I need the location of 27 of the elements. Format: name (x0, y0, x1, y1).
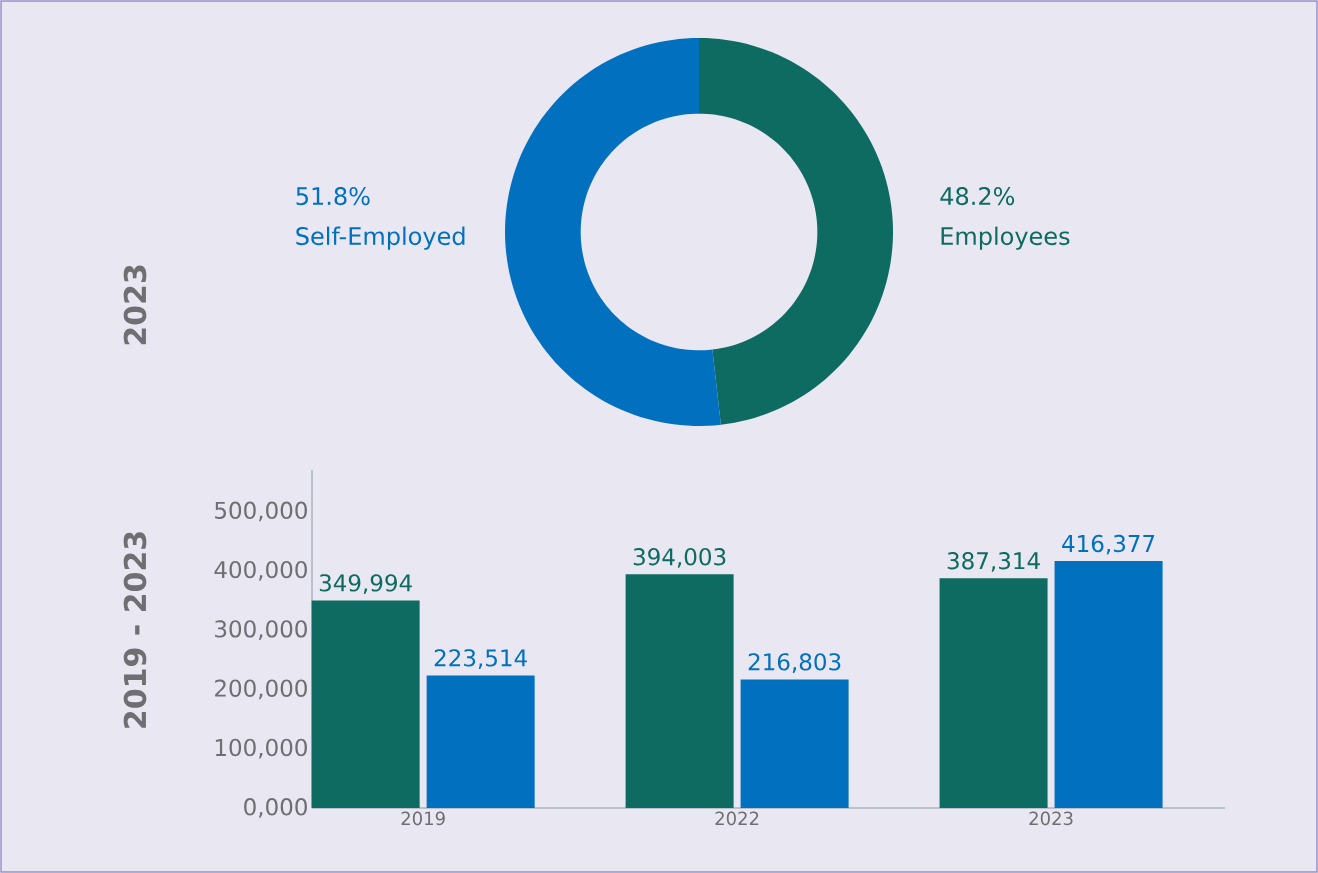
y-tick-label: 400,000 (214, 560, 307, 581)
y-tick-label: 0,000 (244, 798, 307, 818)
data-label: 416,377 (1062, 534, 1155, 555)
bar (625, 574, 734, 808)
slice-label: Employees (941, 226, 1070, 250)
x-tick-label: 2023 (1029, 811, 1073, 826)
y-tick-label: 100,000 (215, 738, 307, 759)
bar (740, 679, 849, 808)
bar (939, 578, 1048, 808)
y-tick-label: 200,000 (215, 679, 307, 700)
y-tick-label: 500,000 (215, 501, 307, 522)
data-label: 394,003 (633, 548, 726, 568)
data-label: 48.2% (940, 187, 1015, 206)
x-tick-label: 2019 (401, 811, 445, 826)
bar (1054, 561, 1163, 808)
bar (426, 675, 535, 808)
data-label: 216,803 (748, 653, 841, 673)
data-label: 51.8% (296, 187, 370, 206)
y-axis-title: 2019 - 2023 (123, 532, 147, 728)
data-label: 349,994 (319, 574, 412, 594)
text: 2023 (123, 265, 147, 345)
x-tick-label: 2022 (715, 811, 759, 826)
data-label: 387,314 (947, 552, 1040, 572)
slice-label: Self-Employed (296, 226, 465, 250)
data-label: 223,514 (434, 649, 527, 669)
y-tick-label: 300,000 (215, 620, 307, 640)
bar (311, 600, 420, 808)
